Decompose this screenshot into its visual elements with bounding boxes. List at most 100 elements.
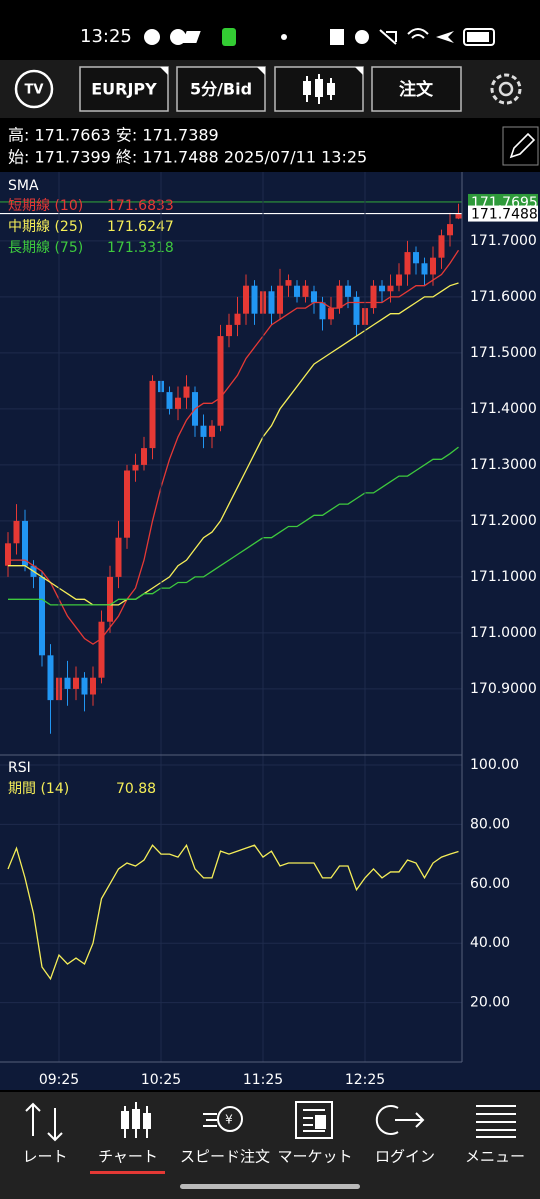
- indicator-line: [7, 843, 459, 981]
- y-tick-label: 171.2000: [470, 513, 537, 529]
- candle-body: [370, 285, 377, 309]
- nav-bar: [0, 1092, 540, 1199]
- candle-body: [90, 677, 96, 695]
- candle-body: [413, 252, 419, 264]
- y-tick-label: 100.00: [470, 757, 519, 773]
- x-tick-label: 11:25: [243, 1072, 283, 1088]
- candle-body: [124, 470, 130, 538]
- candle-body: [396, 274, 402, 286]
- order-button[interactable]: [371, 66, 462, 112]
- y-tick-label: 40.00: [470, 935, 510, 951]
- candle-body: [81, 677, 88, 695]
- nav-label[interactable]: メニュー: [465, 1148, 525, 1166]
- candle-body: [404, 252, 411, 275]
- y-tick-label: 171.0000: [470, 625, 537, 641]
- legend-name: 長期線 (75): [8, 240, 83, 256]
- candle-body: [251, 285, 258, 314]
- candle-body: [294, 285, 300, 297]
- indicator-title: SMA: [8, 178, 39, 194]
- draw-button[interactable]: [502, 126, 539, 166]
- indicator-line: [8, 249, 460, 645]
- indicator-line: [8, 446, 459, 606]
- candle-body: [107, 576, 113, 622]
- candle-body: [430, 257, 436, 275]
- candle-body: [285, 280, 292, 286]
- status-time: 13:25: [80, 26, 132, 47]
- candle-body: [149, 380, 156, 449]
- candle-body: [22, 520, 28, 566]
- candle-body: [98, 621, 105, 678]
- y-tick-label: 60.00: [470, 876, 510, 892]
- nav-label[interactable]: マーケット: [277, 1148, 352, 1166]
- candle-body: [5, 543, 11, 566]
- candle-body: [379, 285, 385, 292]
- order: 注文: [399, 79, 434, 100]
- info-open-close: 始: 171.7399 終: 171.7488 2025/07/11 13:25: [8, 148, 367, 167]
- x-tick-label: 10:25: [141, 1072, 181, 1088]
- candle-body: [47, 655, 54, 701]
- candle-body: [447, 224, 453, 236]
- logo-mark: TV: [25, 83, 44, 98]
- nav-label[interactable]: ログイン: [375, 1148, 435, 1166]
- candle-body: [39, 576, 45, 656]
- candle-body: [311, 291, 317, 303]
- candle-body: [336, 285, 343, 309]
- legend-value: 70.88: [116, 781, 156, 797]
- candle-body: [132, 464, 139, 471]
- candle-body: [345, 285, 351, 297]
- nav-active-indicator: [90, 1171, 165, 1174]
- candle-body: [200, 425, 207, 437]
- candle-body: [209, 425, 215, 437]
- indicator-title: RSI: [8, 760, 31, 776]
- nav-label[interactable]: スピード注文: [180, 1148, 270, 1166]
- home-indicator: [180, 1184, 360, 1189]
- nav-label[interactable]: レート: [22, 1148, 67, 1166]
- candle-body: [64, 677, 71, 689]
- candle-body: [277, 285, 283, 314]
- legend-name: 短期線 (10): [8, 198, 83, 214]
- interval-button[interactable]: [176, 66, 266, 112]
- candle-body: [302, 285, 309, 297]
- symbol-button[interactable]: [79, 66, 169, 112]
- yen-icon: ¥: [225, 1113, 233, 1127]
- interval: 5分/Bid: [190, 80, 252, 99]
- candle-body: [115, 537, 122, 577]
- candle-body: [438, 235, 445, 258]
- y-tick-label: 20.00: [470, 995, 510, 1011]
- info-high-low: 高: 171.7663 安: 171.7389: [8, 126, 219, 145]
- candle-body: [13, 520, 20, 544]
- settings-icon[interactable]: [490, 73, 522, 105]
- candle-icon: [303, 74, 335, 104]
- candle-body: [387, 285, 394, 292]
- legend-value: 171.6833: [107, 198, 174, 214]
- legend-value: 171.6247: [107, 219, 174, 235]
- y-tick-label: 171.7000: [470, 233, 537, 249]
- candle-body: [166, 392, 173, 409]
- candle-body: [268, 291, 275, 314]
- y-tick-label: 170.9000: [470, 681, 537, 697]
- chart-panel: [0, 172, 540, 1090]
- y-tick-label: 80.00: [470, 816, 510, 832]
- nav-icons: [25, 1101, 516, 1142]
- candle-body: [319, 302, 326, 320]
- nav-label[interactable]: チャート: [98, 1148, 158, 1166]
- y-tick-label: 171.5000: [470, 345, 537, 361]
- status-icons: [144, 28, 495, 46]
- logo[interactable]: [14, 69, 54, 109]
- candle-body: [455, 213, 462, 219]
- candle-body: [226, 324, 232, 337]
- legend-value: 171.3318: [107, 240, 174, 256]
- legend-name: 中期線 (25): [8, 219, 83, 235]
- candle-body: [141, 448, 147, 465]
- candle-body: [353, 296, 360, 325]
- y-tick-label: 171.6000: [470, 289, 537, 305]
- price-tag: [468, 205, 538, 222]
- indicator-line: [8, 282, 459, 606]
- candle-body: [328, 308, 334, 320]
- y-tick-label: 171.1000: [470, 569, 537, 585]
- candle-body: [183, 386, 190, 398]
- price-tag-label: 171.7488: [471, 207, 538, 223]
- x-tick-label: 12:25: [345, 1072, 385, 1088]
